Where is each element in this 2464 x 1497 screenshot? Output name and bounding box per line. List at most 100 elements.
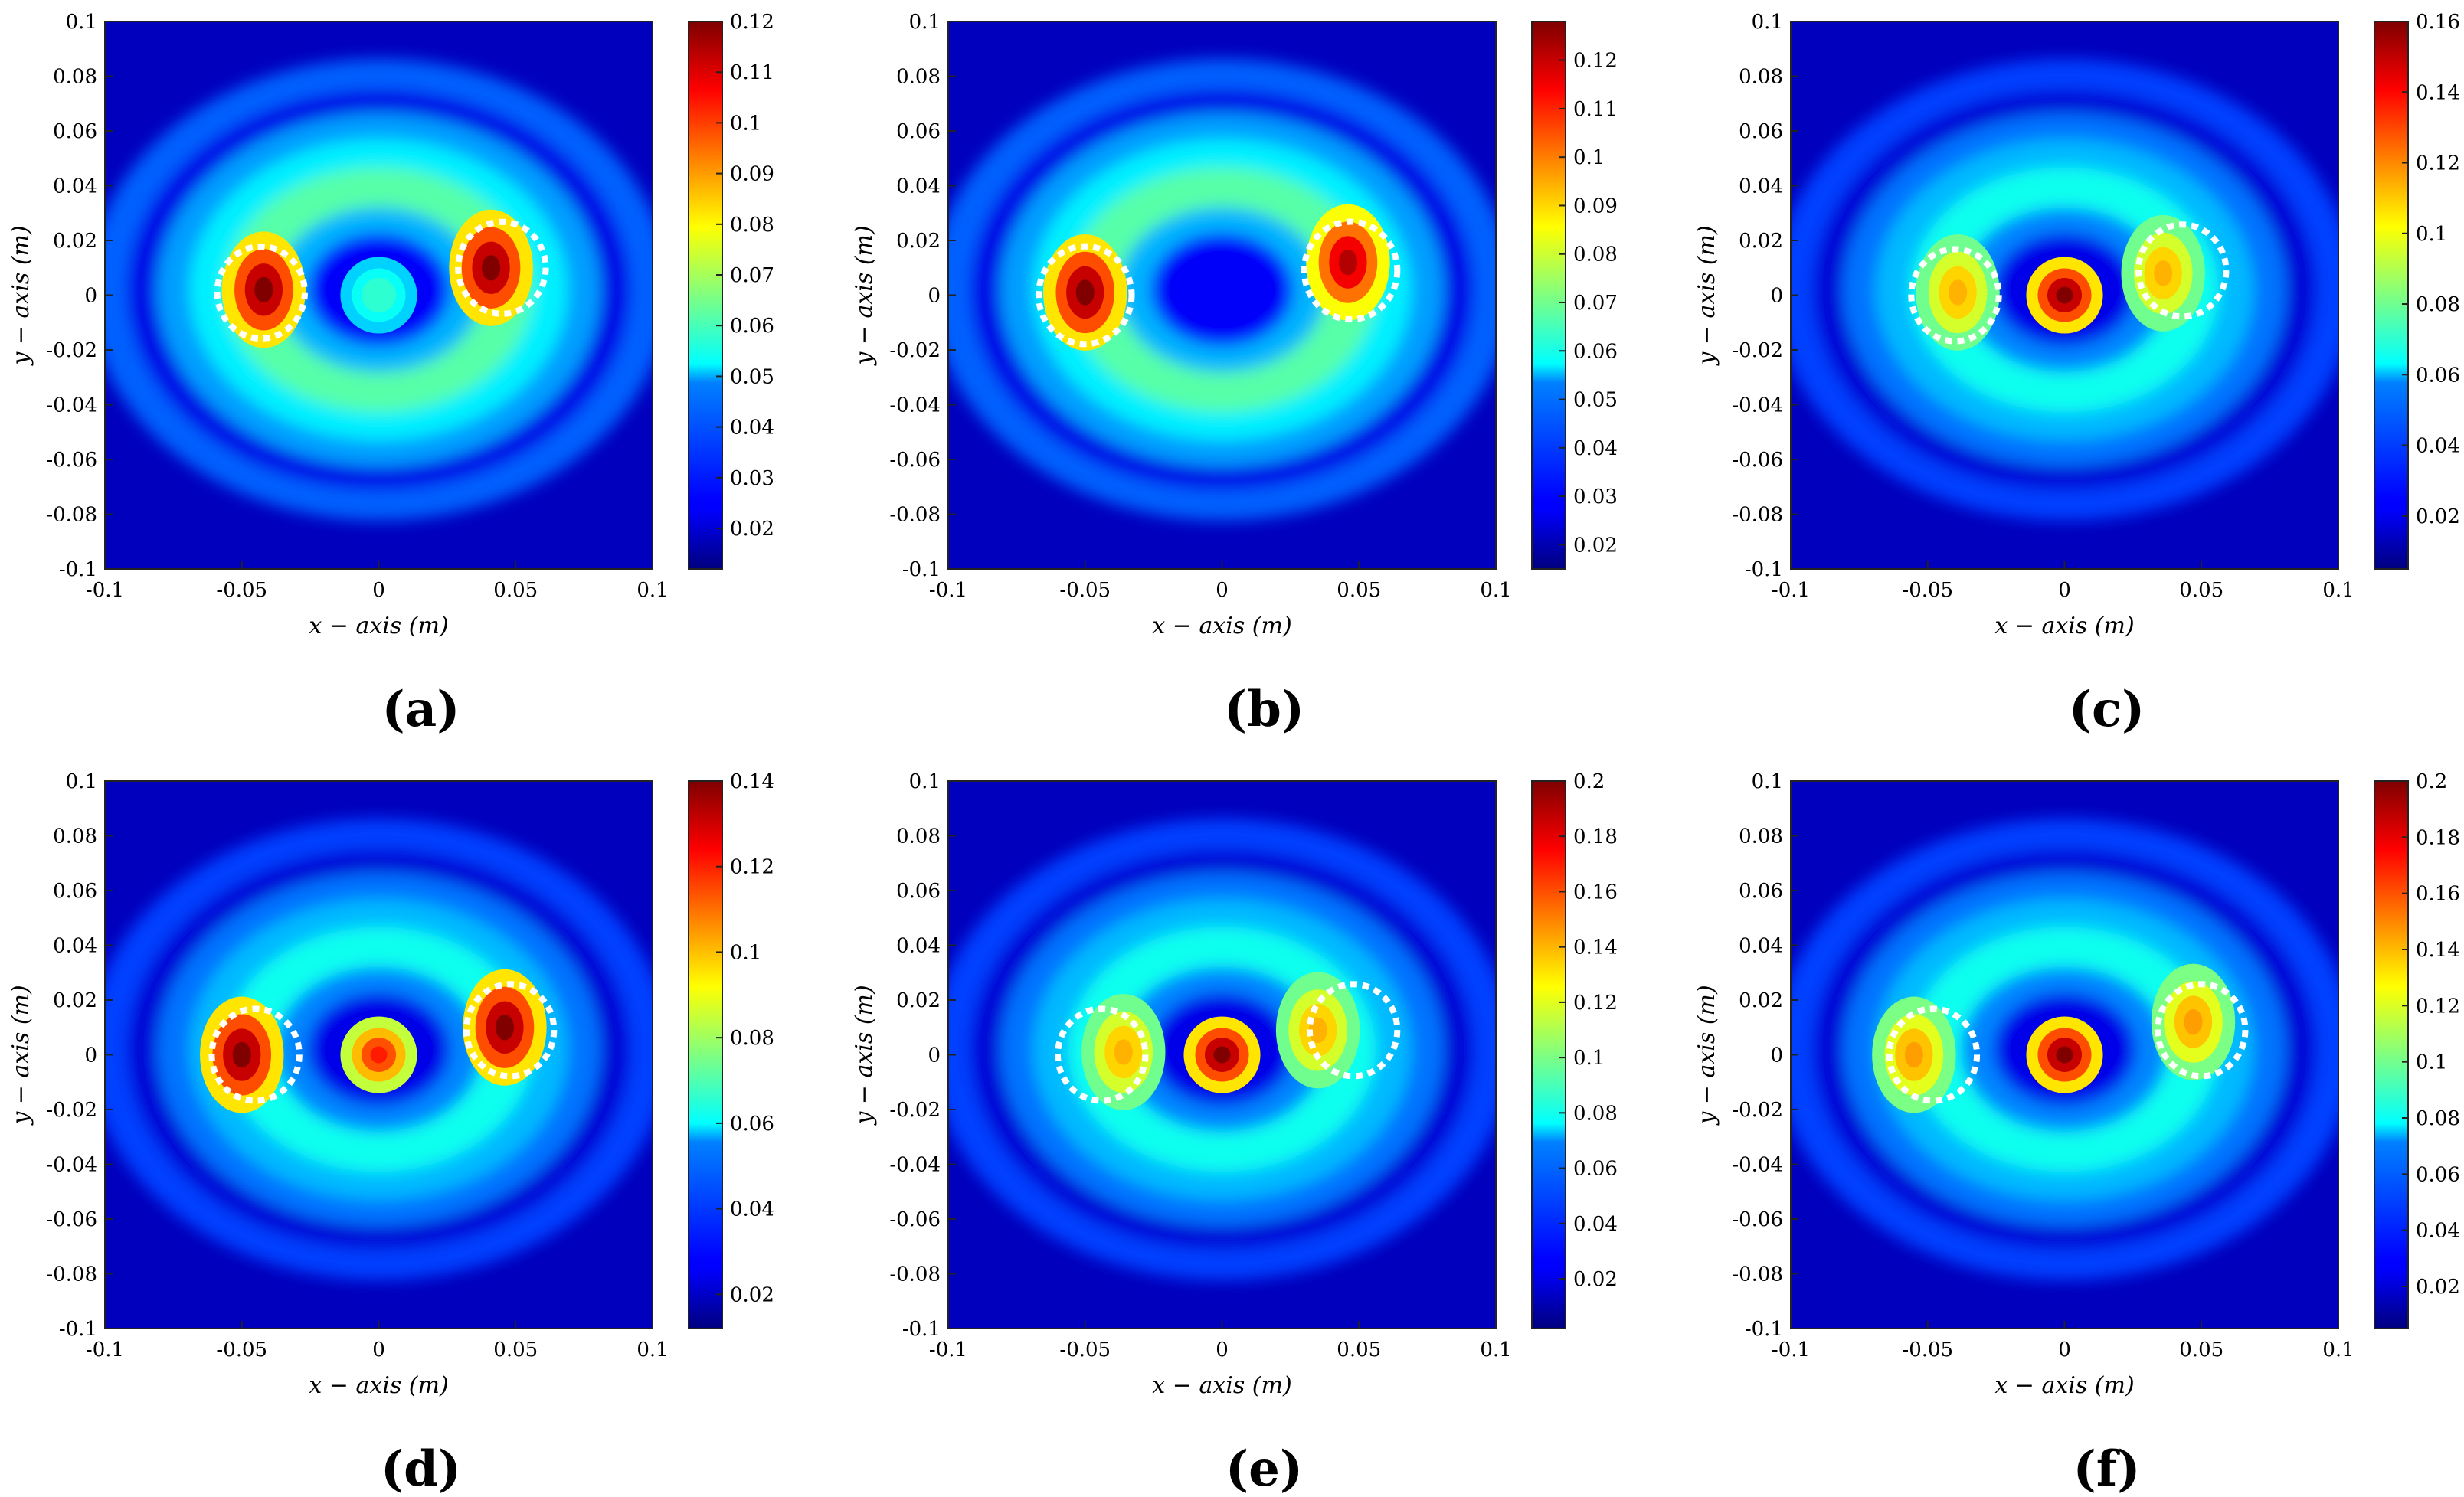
hotspot (1213, 1046, 1231, 1064)
x-tick-label: 0.05 (493, 1338, 538, 1361)
y-axis-title: y − axis (m) (1693, 225, 1720, 366)
colorbar-tick-label: 0.06 (1573, 340, 1618, 363)
hotspot (1949, 279, 1968, 306)
colorbar-tick-label: 0.16 (1573, 881, 1618, 904)
y-axis-title: y − axis (m) (8, 985, 34, 1126)
colorbar-tick-label: 0.08 (1573, 1102, 1618, 1125)
y-tick-label: 0.08 (1739, 66, 1783, 89)
x-tick-label: -0.1 (1772, 1338, 1810, 1361)
y-tick-label: -0.04 (46, 394, 97, 417)
colorbar-tick-label: 0.1 (2416, 1051, 2447, 1074)
y-tick-label: 0.02 (1739, 230, 1783, 253)
y-axis-title: y − axis (m) (851, 985, 878, 1126)
hotspot (1338, 249, 1357, 276)
y-tick-label: 0 (928, 1044, 941, 1067)
colorbar-tick-label: 0.14 (1573, 936, 1618, 959)
hotspot (1075, 279, 1095, 306)
y-tick-label: -0.08 (1732, 504, 1783, 527)
y-tick-label: -0.06 (46, 449, 97, 472)
colorbar-tick-label: 0.06 (730, 1113, 774, 1136)
x-axis-title: x − axis (m) (1152, 1372, 1291, 1399)
panel-c: -0.1 -0.05 0 0.05 0.1 0.1 0.08 0.06 0.04 0.02 0 -0.… (1693, 11, 2460, 738)
x-tick-label: 0 (372, 1338, 385, 1361)
x-tick-label: -0.05 (1059, 579, 1111, 602)
heatmap-field (1791, 21, 2338, 569)
x-tick-label: -0.1 (929, 1338, 967, 1361)
y-axis-title: y − axis (m) (851, 225, 878, 366)
colorbar (688, 21, 723, 570)
y-tick-label: 0.1 (909, 770, 941, 793)
colorbar-tick-label: 0.08 (730, 214, 774, 237)
colorbar-tick-label: 0.12 (1573, 50, 1618, 73)
panel-label: (a) (381, 681, 460, 738)
heatmap-field (948, 21, 1496, 569)
colorbar-tick-label: 0.02 (2416, 1276, 2460, 1299)
colorbar-tick-label: 0.03 (1573, 485, 1618, 508)
y-tick-label: -0.04 (889, 1154, 941, 1177)
x-tick-label: 0.1 (2322, 579, 2354, 602)
target-marker (1306, 981, 1401, 1080)
y-tick-label: 0.08 (1739, 825, 1783, 848)
y-tick-label: 0.06 (1739, 120, 1783, 143)
colorbar (2374, 780, 2409, 1329)
colorbar-tick-label: 0.08 (2416, 1107, 2460, 1130)
y-tick-label: -0.08 (889, 1263, 941, 1286)
y-tick-label: 0.1 (66, 11, 97, 34)
colorbar-tick-label: 0.08 (730, 1027, 774, 1050)
y-tick-label: 0.06 (896, 120, 941, 143)
colorbar-tick-label: 0.09 (1573, 194, 1618, 217)
y-tick-label: 0.08 (896, 66, 941, 89)
hotspot (370, 1046, 388, 1064)
colorbar-tick-label: 0.1 (2416, 223, 2447, 246)
colorbar-tick-label: 0.16 (2416, 11, 2460, 34)
y-tick-label: 0.04 (53, 175, 97, 198)
colorbar-tick-label: 0.06 (2416, 1163, 2460, 1186)
y-tick-label: 0 (1770, 1044, 1783, 1067)
x-tick-label: 0 (1216, 579, 1229, 602)
x-tick-label: -0.05 (1059, 1338, 1111, 1361)
colorbar-tick-label: 0.08 (1573, 244, 1618, 266)
x-tick-label: 0 (1216, 1338, 1229, 1361)
colorbar-tick-label: 0.18 (2416, 826, 2460, 849)
y-tick-label: -0.06 (889, 449, 941, 472)
y-axis-title: y − axis (m) (8, 225, 34, 366)
hotspot (232, 1041, 251, 1068)
target-marker (1055, 1005, 1149, 1104)
x-tick-label: 0 (2058, 579, 2071, 602)
x-tick-label: -0.05 (216, 579, 267, 602)
heatmap-field (1791, 781, 2338, 1329)
y-tick-label: 0.1 (1752, 11, 1783, 34)
target-marker (455, 218, 549, 317)
y-tick-label: -0.06 (46, 1208, 97, 1231)
hotspot (495, 1015, 514, 1041)
panel-d: -0.1 -0.05 0 0.05 0.1 0.1 0.08 0.06 0.04 0.02 0 -0.… (8, 770, 774, 1497)
x-tick-label: 0.1 (1480, 579, 1511, 602)
y-tick-label: -0.02 (46, 1099, 97, 1122)
y-tick-label: 0.1 (1752, 770, 1783, 793)
x-tick-label: -0.1 (86, 1338, 124, 1361)
x-axis-title: x − axis (m) (1152, 613, 1291, 639)
colorbar-tick-label: 0.02 (1573, 1268, 1618, 1291)
colorbar-tick-label: 0.12 (2416, 995, 2460, 1018)
colorbar-tick-label: 0.03 (730, 467, 774, 490)
panel-label: (f) (2073, 1440, 2140, 1497)
y-tick-label: 0 (928, 285, 941, 308)
hotspot (2154, 260, 2173, 286)
y-tick-label: 0.02 (896, 989, 941, 1012)
hotspot (1308, 1017, 1327, 1044)
y-tick-label: -0.08 (46, 504, 97, 527)
target-marker (208, 1005, 303, 1104)
x-axis-title: x − axis (m) (1994, 1372, 2134, 1399)
x-axis-title: x − axis (m) (1994, 613, 2134, 639)
x-tick-label: 0.1 (1480, 1338, 1511, 1361)
x-tick-label: 0 (2058, 1338, 2071, 1361)
y-tick-label: 0.08 (896, 825, 941, 848)
colorbar-tick-label: 0.05 (730, 365, 774, 388)
x-axis-title: x − axis (m) (309, 1372, 448, 1399)
y-tick-label: -0.08 (1732, 1263, 1783, 1286)
colorbar-tick-label: 0.14 (730, 770, 774, 793)
colorbar (1531, 21, 1566, 570)
x-tick-label: 0.1 (2322, 1338, 2354, 1361)
y-tick-label: -0.02 (889, 1099, 941, 1122)
